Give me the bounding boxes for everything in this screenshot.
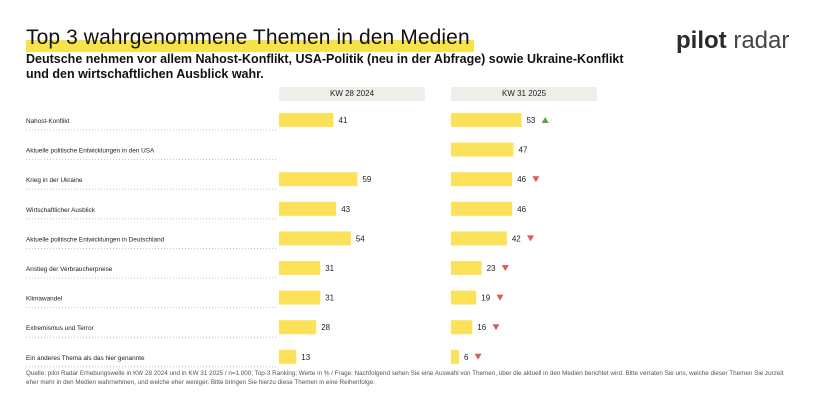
page-subtitle: Deutsche nehmen vor allem Nahost-Konflik…	[26, 52, 624, 81]
data-label: 46	[517, 175, 526, 184]
trend-up-icon	[541, 117, 549, 123]
data-label: 42	[512, 234, 521, 243]
bar	[451, 231, 507, 246]
category-label: Extremismus und Terror	[26, 325, 95, 332]
bar	[451, 201, 513, 216]
logo-text-pilot: pilot	[676, 27, 727, 54]
data-label: 13	[301, 353, 310, 362]
bar	[451, 261, 482, 275]
bar	[279, 172, 358, 187]
data-label: 46	[517, 205, 526, 214]
trend-down-icon	[527, 235, 535, 242]
bar	[451, 290, 477, 305]
category-label: Aktuelle politische Entwicklungen in Deu…	[26, 236, 165, 243]
trend-down-icon	[501, 265, 509, 271]
logo-text-radar: radar	[726, 27, 790, 54]
bar	[279, 201, 337, 216]
category-label: Ein anderes Thema als das hier genannte	[26, 355, 145, 362]
title-block: Top 3 wahrgenommene Themen in den Medien	[26, 26, 474, 52]
category-label: Wirtschaftlicher Ausblick	[26, 207, 96, 214]
data-label: 31	[325, 264, 334, 273]
data-label: 19	[481, 294, 490, 303]
bar	[279, 231, 351, 246]
category-label: Klimawandel	[26, 296, 62, 303]
data-label: 47	[519, 146, 528, 155]
trend-down-icon	[496, 294, 504, 301]
bar	[279, 320, 317, 335]
bar	[451, 349, 459, 364]
data-label: 31	[325, 294, 334, 303]
trend-down-icon	[532, 176, 540, 183]
bar	[279, 113, 334, 127]
category-label: Nahost-Konflikt	[26, 118, 70, 125]
data-label: 28	[321, 323, 330, 332]
category-label: Anstieg der Verbraucherpreise	[26, 266, 113, 273]
bar	[451, 113, 522, 127]
trend-down-icon	[474, 353, 482, 360]
data-label: 59	[362, 175, 371, 184]
bar	[451, 172, 513, 187]
source-footnote: Quelle: pilot Radar Erhebungswelle in KW…	[26, 370, 784, 386]
bar	[279, 349, 297, 364]
data-label: 16	[477, 323, 486, 332]
data-label: 41	[339, 116, 348, 125]
bar	[451, 142, 514, 157]
data-label: 43	[341, 205, 350, 214]
pilot-radar-logo: pilot radar	[676, 27, 789, 55]
page-title: Top 3 wahrgenommene Themen in den Medien	[26, 26, 470, 49]
data-label: 6	[464, 353, 469, 362]
bar	[451, 320, 473, 335]
series-header-kw28-2024: KW 28 2024	[279, 87, 425, 101]
data-label: 23	[487, 264, 496, 273]
title-highlight	[26, 40, 474, 52]
series-header-kw31-2025: KW 31 2025	[451, 87, 597, 101]
data-label: 53	[526, 116, 535, 125]
bar	[279, 261, 321, 275]
category-label: Krieg in der Ukraine	[26, 177, 83, 184]
trend-down-icon	[492, 324, 500, 331]
category-label: Aktuelle politische Entwicklungen in den…	[26, 148, 155, 155]
bar	[279, 290, 321, 305]
data-label: 54	[356, 234, 365, 243]
